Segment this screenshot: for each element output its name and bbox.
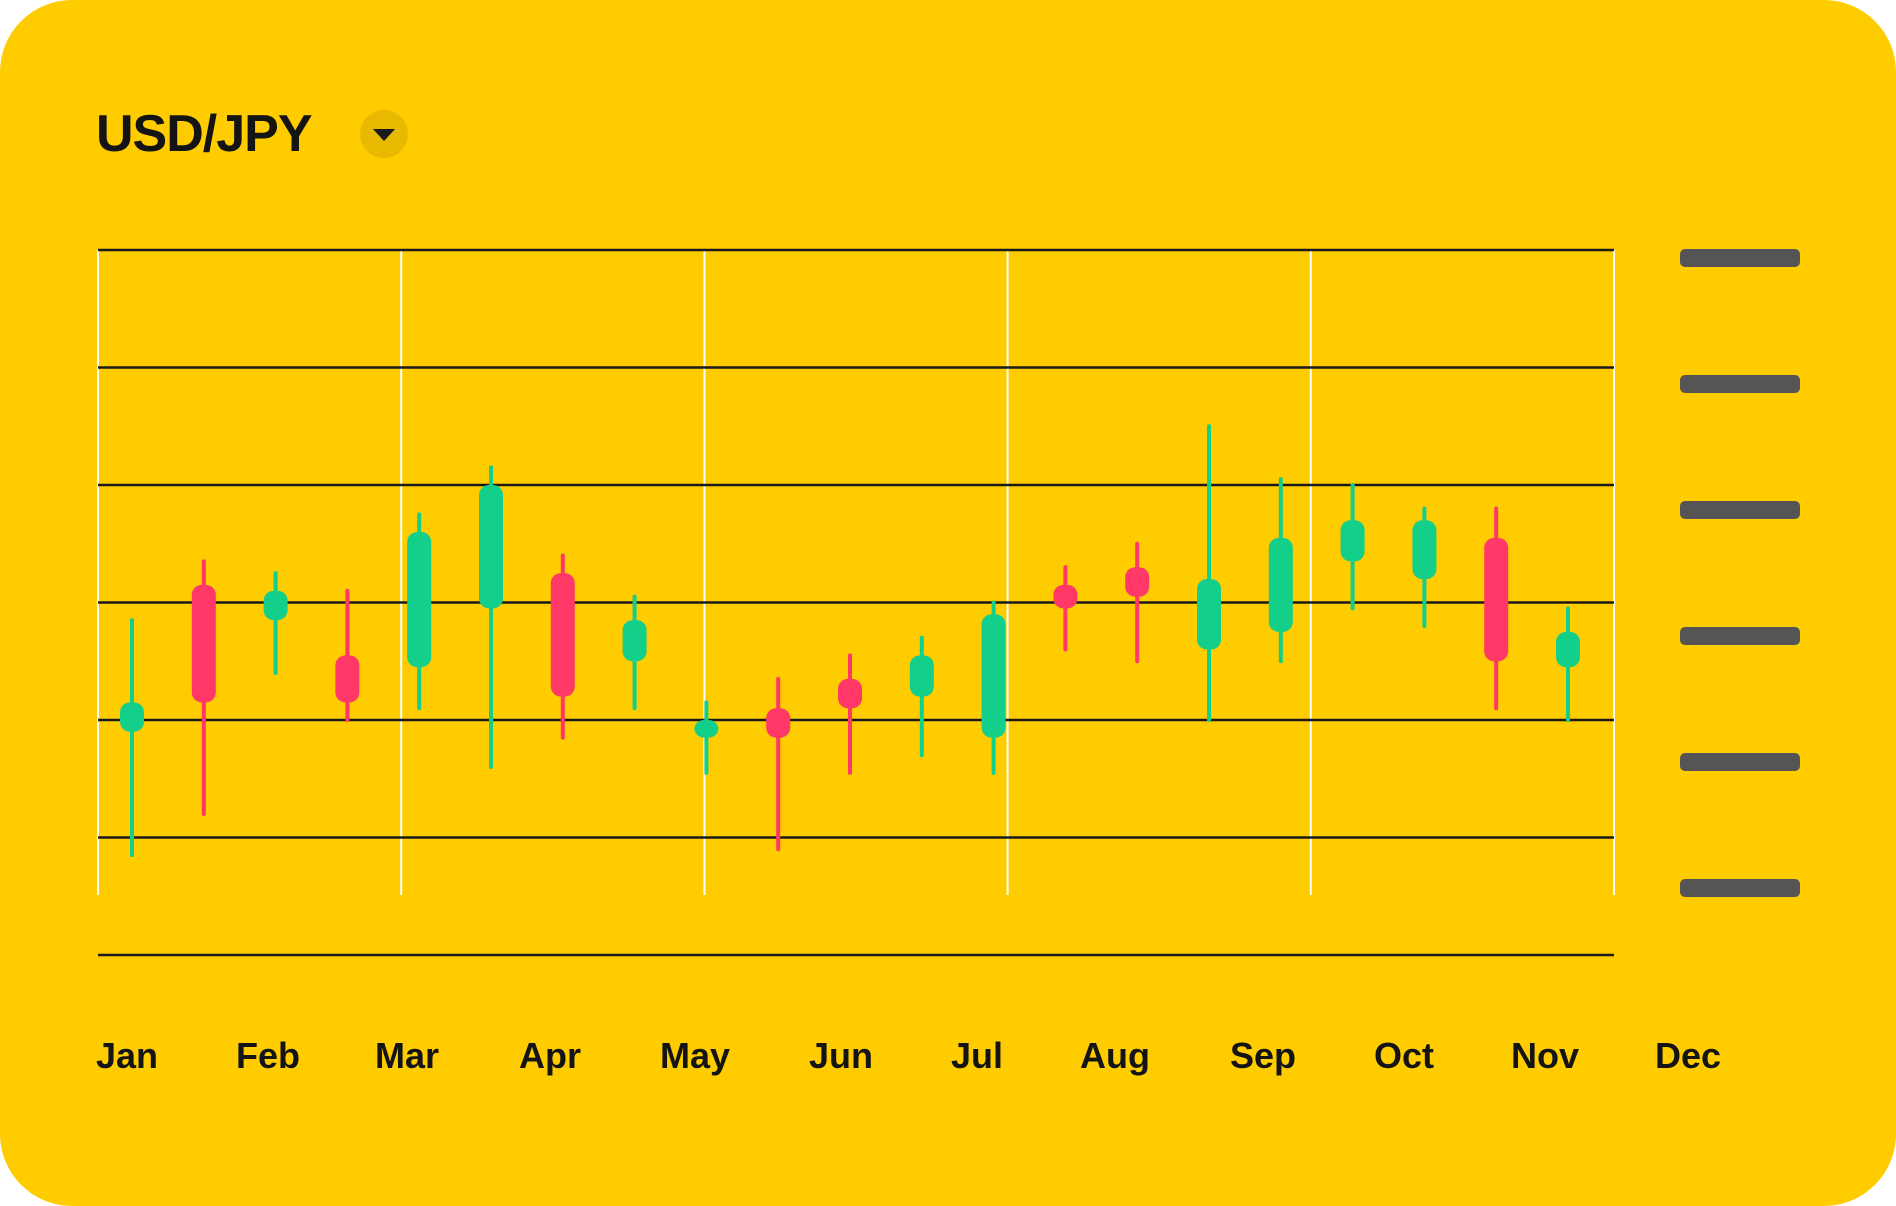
candle-body <box>766 708 791 738</box>
candle-body <box>909 655 934 697</box>
x-tick-label: Apr <box>519 1035 581 1076</box>
x-tick-label: Feb <box>236 1035 300 1076</box>
x-tick-label: Dec <box>1655 1035 1721 1076</box>
x-tick-label: Jul <box>951 1035 1003 1076</box>
x-tick-label: Mar <box>375 1035 439 1076</box>
candle-body <box>1125 567 1150 597</box>
candle-body <box>1484 537 1509 662</box>
candle-body <box>838 678 862 709</box>
candle-body <box>263 590 288 621</box>
x-tick-label: Aug <box>1080 1035 1150 1076</box>
candle-body <box>550 573 575 697</box>
y-axis-tick <box>1680 627 1800 645</box>
y-axis-tick <box>1680 249 1800 267</box>
candle-body <box>981 614 1006 738</box>
y-axis-tick <box>1680 501 1800 519</box>
candle-body <box>479 485 503 609</box>
candle-body <box>335 655 360 703</box>
x-tick-label: Oct <box>1374 1035 1434 1076</box>
y-axis-tick <box>1680 375 1800 393</box>
y-axis-tick <box>1680 879 1800 897</box>
page-title: USD/JPY <box>96 105 313 163</box>
x-tick-label: Sep <box>1230 1035 1296 1076</box>
chevron-down-icon <box>373 129 395 141</box>
candle-body <box>407 532 432 668</box>
pair-dropdown-button[interactable] <box>360 110 408 158</box>
candle-body <box>1053 584 1078 609</box>
x-tick-label: May <box>660 1035 730 1076</box>
y-axis-tick <box>1680 753 1800 771</box>
candle-body <box>694 720 719 738</box>
candle-body <box>1340 520 1365 562</box>
candle-body <box>1197 579 1221 650</box>
candle-body <box>1412 520 1437 579</box>
x-tick-label: Jun <box>809 1035 873 1076</box>
x-tick-label: Jan <box>96 1035 158 1076</box>
candle-body <box>120 702 144 732</box>
candle-body <box>622 620 647 662</box>
candle-body <box>1556 631 1580 668</box>
candle-body <box>191 584 216 703</box>
candle-body <box>1268 537 1293 632</box>
x-tick-label: Nov <box>1511 1035 1579 1076</box>
